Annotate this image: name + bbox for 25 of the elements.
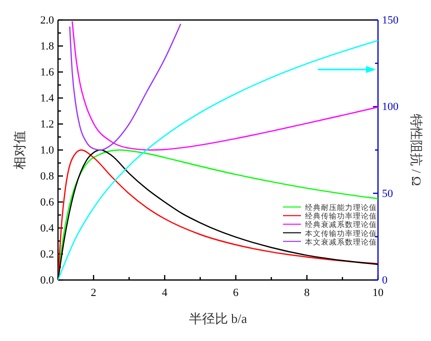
y-tick-label: 1.8 [40, 40, 54, 53]
y-axis-title: 相对值 [12, 130, 27, 170]
x-tick-label: 10 [372, 286, 384, 299]
y-tick-label: 0.4 [40, 222, 54, 235]
y-tick-label: 1.6 [40, 66, 54, 79]
y-tick-label: 0.6 [40, 196, 54, 209]
text: 0.0 [40, 274, 54, 287]
line-series [69, 23, 182, 151]
y2-axis-title: 特性阻抗 / Ω [409, 114, 424, 186]
x-tick-label: 2 [90, 286, 96, 299]
line-series [72, 20, 378, 151]
x-tick-label: 8 [304, 286, 310, 299]
x-tick-label: 4 [162, 286, 168, 299]
y2-tick-label: 50 [382, 188, 394, 200]
y2-tick-label: 0 [382, 274, 388, 287]
y-tick-label: 1.4 [40, 92, 54, 105]
y-tick-label: 1.2 [40, 118, 54, 131]
y2-tick-label: 100 [382, 101, 399, 114]
text: 2.0 [40, 14, 54, 27]
y-tick-label: 0.2 [40, 248, 54, 261]
x-axis-title: 半径比 b/a [188, 311, 248, 326]
y2-tick-label: 150 [382, 14, 399, 27]
x-tick-label: 6 [233, 286, 240, 299]
text: 1.0 [40, 144, 54, 157]
y-tick-label: 0.8 [40, 170, 54, 183]
